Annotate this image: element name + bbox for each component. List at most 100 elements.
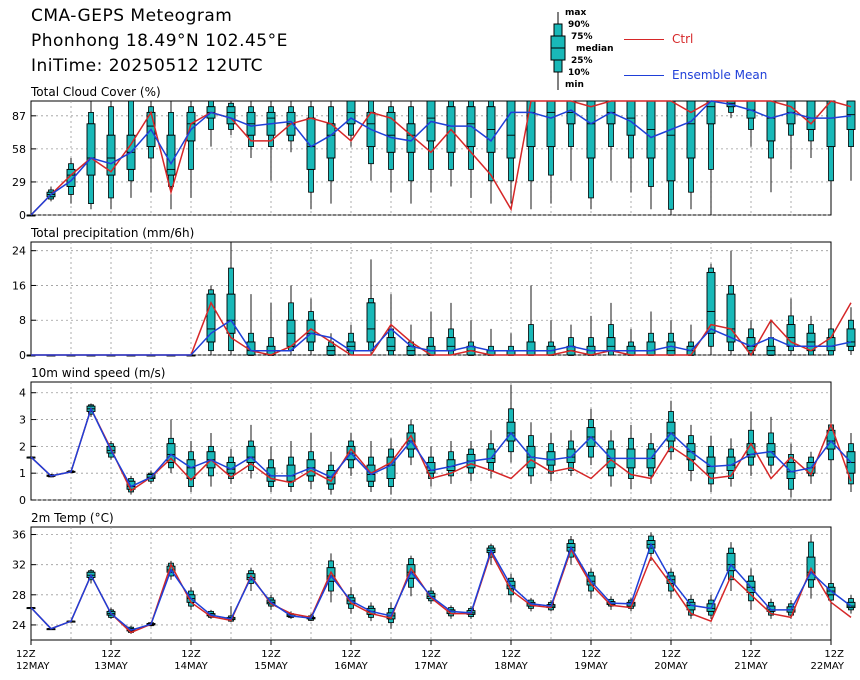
box-upper-tail <box>388 448 394 458</box>
box-lower-tail <box>568 123 574 148</box>
chart-title: CMA-GEPS Meteogram <box>31 6 233 26</box>
box-lower-tail <box>588 445 594 458</box>
box-lower-tail <box>608 123 614 148</box>
ctrl-line <box>30 547 852 634</box>
y-tick-label: 16 <box>12 279 26 292</box>
box-iqr <box>686 100 696 159</box>
box-iqr <box>206 293 216 343</box>
box-iqr <box>606 337 616 352</box>
y-tick-label: 28 <box>12 589 26 602</box>
legend-p10: 10% <box>568 68 590 78</box>
box-upper-tail <box>508 408 514 423</box>
box-upper-tail <box>68 163 74 170</box>
box-upper-tail <box>368 456 374 466</box>
box-iqr <box>486 448 496 463</box>
legend-p25: 25% <box>571 56 593 66</box>
box-upper-tail <box>128 100 134 136</box>
box-upper-tail <box>748 328 754 339</box>
box-upper-tail <box>468 100 474 108</box>
x-tick-hour: 12Z <box>421 649 441 660</box>
box-upper-tail <box>388 106 394 113</box>
x-tick-date: 17MAY <box>414 661 448 672</box>
box-lower-tail <box>848 345 854 352</box>
x-tick-hour: 12Z <box>101 649 121 660</box>
box-lower-tail <box>268 480 274 487</box>
box-iqr <box>286 464 296 482</box>
ctrl-line <box>30 406 852 492</box>
box-lower-tail <box>788 478 794 490</box>
location-label: Phonhong 18.49°N 102.45°E <box>31 31 288 51</box>
box-lower-tail <box>328 483 334 490</box>
y-tick-label: 0 <box>19 494 26 507</box>
box-iqr <box>846 100 856 130</box>
box-lower-tail <box>208 117 214 130</box>
box-iqr <box>226 106 236 125</box>
box-lower-tail <box>508 157 514 182</box>
init-time-label: IniTime: 20250512 12UTC <box>31 56 264 76</box>
box-lower-tail <box>368 613 374 618</box>
box-upper-tail <box>608 440 614 450</box>
box-iqr <box>826 100 836 148</box>
panel-title: Total precipitation (mm/6h) <box>30 226 194 240</box>
panel-title: 2m Temp (°C) <box>31 511 114 525</box>
box-upper-tail <box>408 424 414 434</box>
box-upper-tail <box>288 302 294 321</box>
box-lower-tail <box>828 350 834 356</box>
legend-mean: Ensemble Mean <box>624 68 824 84</box>
box-lower-tail <box>588 157 594 199</box>
box-iqr <box>326 123 336 159</box>
box-iqr <box>166 443 176 463</box>
legend-mean-label: Ensemble Mean <box>672 68 768 82</box>
x-tick-date: 18MAY <box>494 661 528 672</box>
box-upper-tail <box>348 440 354 447</box>
box-iqr <box>766 443 776 458</box>
box-upper-tail <box>268 337 274 347</box>
box-iqr <box>706 271 716 334</box>
box-upper-tail <box>628 437 634 450</box>
box-iqr <box>586 100 596 159</box>
box-lower-tail <box>348 459 354 469</box>
box-iqr <box>386 111 396 153</box>
box-iqr <box>506 100 516 159</box>
box-lower-tail <box>548 146 554 176</box>
box-lower-tail <box>408 577 414 588</box>
box-lower-tail <box>328 157 334 182</box>
panel-title: Total Cloud Cover (%) <box>30 85 161 99</box>
box-lower-tail <box>608 467 614 477</box>
box-upper-tail <box>168 112 174 136</box>
box-upper-tail <box>668 332 674 343</box>
y-tick-label: 8 <box>19 314 26 327</box>
legend-ctrl: Ctrl <box>624 32 824 48</box>
x-tick-date: 13MAY <box>94 661 128 672</box>
box-upper-tail <box>808 456 814 463</box>
y-tick-label: 3 <box>19 414 26 427</box>
box-lower-tail <box>328 580 334 592</box>
box-upper-tail <box>328 106 334 125</box>
box-lower-tail <box>208 467 214 477</box>
box-lower-tail <box>648 157 654 187</box>
box-lower-tail <box>848 129 854 148</box>
box-lower-tail <box>688 157 694 193</box>
box-upper-tail <box>788 315 794 325</box>
box-upper-tail <box>668 411 674 423</box>
box-lower-tail <box>108 174 114 199</box>
box-upper-tail <box>288 456 294 466</box>
box-lower-tail <box>308 475 314 482</box>
box-upper-tail <box>328 560 334 569</box>
ensemble-mean-line <box>30 100 852 216</box>
box-upper-tail <box>188 590 194 596</box>
box-upper-tail <box>208 289 214 295</box>
header: CMA-GEPS Meteogram Phonhong 18.49°N 102.… <box>0 0 860 100</box>
box-upper-tail <box>268 459 274 469</box>
box-upper-tail <box>748 575 754 582</box>
box-upper-tail <box>528 324 534 343</box>
box-upper-tail <box>248 570 254 575</box>
box-upper-tail <box>708 445 714 458</box>
box-lower-tail <box>448 151 454 170</box>
box-iqr <box>826 429 836 450</box>
box-upper-tail <box>408 106 414 125</box>
box-upper-tail <box>208 445 214 453</box>
box-upper-tail <box>528 435 534 447</box>
box-upper-tail <box>688 341 694 347</box>
box-upper-tail <box>648 443 654 450</box>
